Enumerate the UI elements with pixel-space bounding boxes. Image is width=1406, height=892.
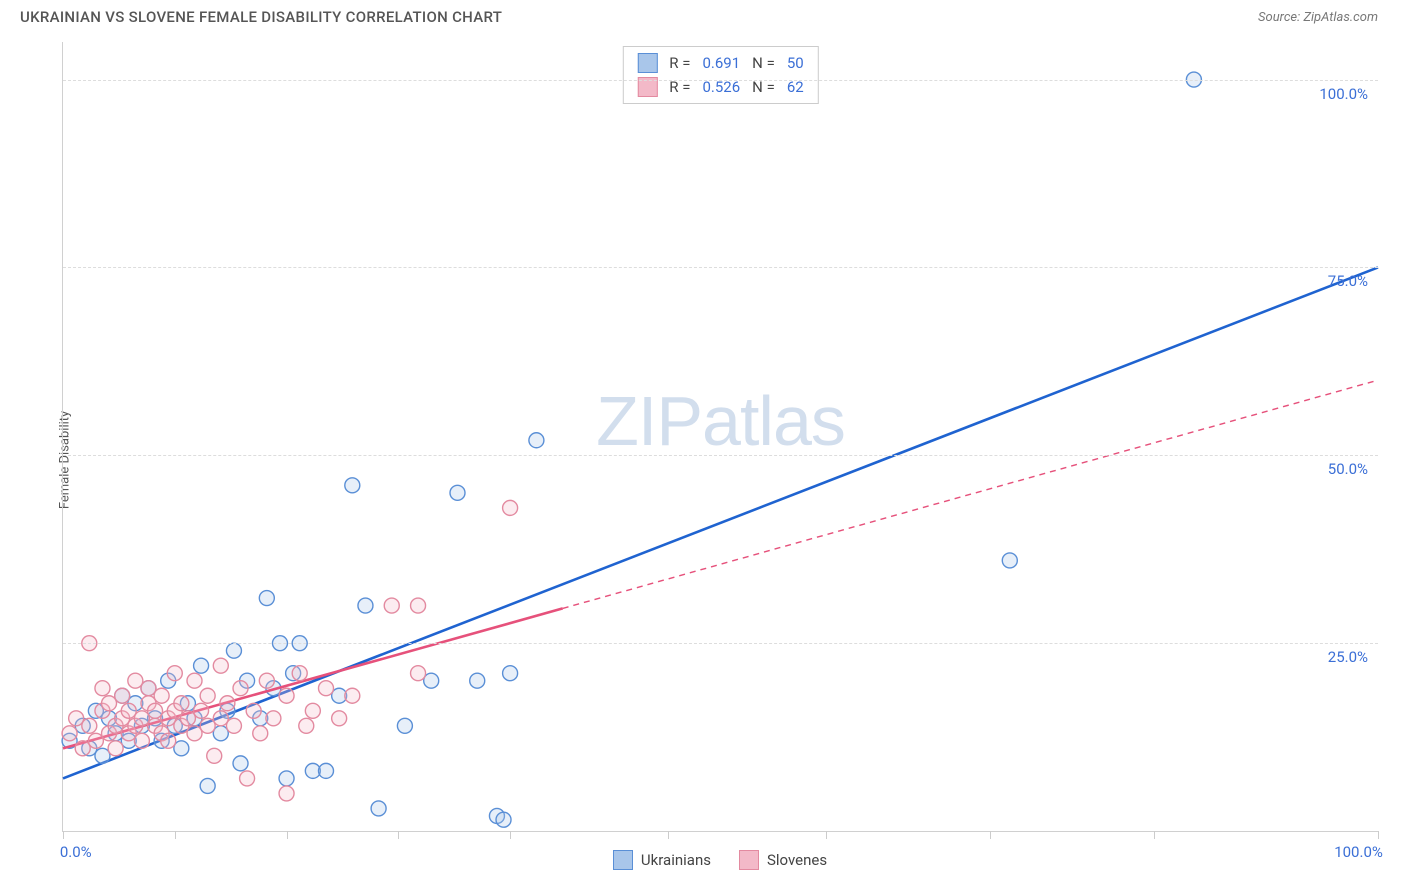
n-label: N = [752, 78, 775, 96]
swatch-ukrainians [637, 53, 657, 73]
legend-item-ukrainians: Ukrainians [613, 850, 711, 870]
y-tick-label: 25.0% [1328, 648, 1368, 666]
swatch-slovenes-icon [739, 850, 759, 870]
series-legend: Ukrainians Slovenes [62, 850, 1378, 870]
chart-header: UKRAINIAN VS SLOVENE FEMALE DISABILITY C… [0, 0, 1406, 34]
source-prefix: Source: [1258, 10, 1303, 25]
n-value-slovenes: 62 [787, 78, 804, 96]
legend-item-slovenes: Slovenes [739, 850, 827, 870]
legend-row-ukrainians: R = 0.691 N = 50 [637, 51, 803, 75]
chart-title: UKRAINIAN VS SLOVENE FEMALE DISABILITY C… [20, 8, 502, 26]
correlation-legend-box: R = 0.691 N = 50 R = 0.526 N = 62 [622, 46, 818, 104]
y-tick-label: 50.0% [1328, 460, 1368, 478]
source-attribution: Source: ZipAtlas.com [1258, 10, 1378, 25]
n-label: N = [752, 54, 775, 72]
plot-area: ZIPatlas R = 0.691 N = 50 R = 0.526 N = … [62, 42, 1378, 832]
y-tick-label: 75.0% [1328, 272, 1368, 290]
scatter-plot-svg [63, 42, 1378, 831]
y-tick-label: 100.0% [1319, 85, 1368, 103]
r-value-slovenes: 0.526 [702, 78, 740, 96]
swatch-ukrainians-icon [613, 850, 633, 870]
legend-label-ukrainians: Ukrainians [641, 851, 711, 869]
r-label: R = [669, 54, 690, 72]
legend-label-slovenes: Slovenes [767, 851, 827, 869]
r-value-ukrainians: 0.691 [702, 54, 740, 72]
r-label: R = [669, 78, 690, 96]
source-name: ZipAtlas.com [1303, 10, 1378, 25]
n-value-ukrainians: 50 [787, 54, 804, 72]
chart-container: Female Disability ZIPatlas R = 0.691 N =… [20, 42, 1378, 878]
